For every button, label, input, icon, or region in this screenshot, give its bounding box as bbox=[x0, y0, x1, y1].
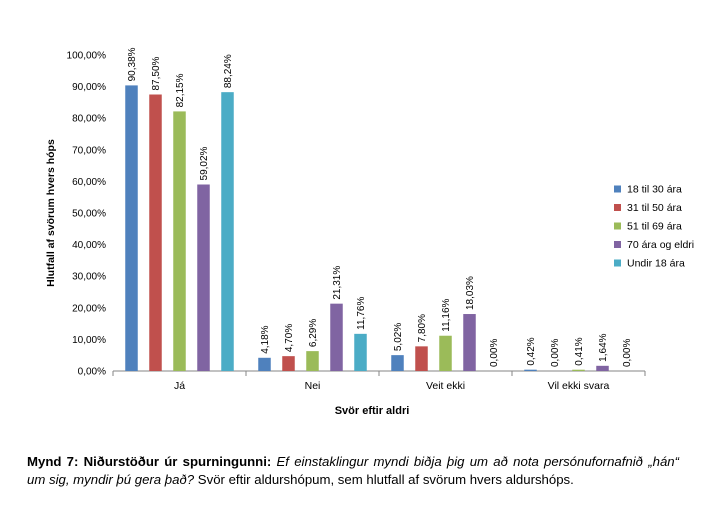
bar bbox=[173, 111, 186, 371]
y-tick-label: 20,00% bbox=[72, 303, 106, 314]
chart-bars: 90,38% 87,50% 82,15% 59,02% 88,24% 4,18% 4,70%… bbox=[125, 47, 633, 372]
y-tick-label: 10,00% bbox=[72, 335, 106, 346]
y-tick-label: 60,00% bbox=[72, 177, 106, 188]
chart-legend: 18 til 30 ára 31 til 50 ára 51 til 69 ára 7… bbox=[614, 184, 694, 270]
data-label: 6,29% bbox=[308, 319, 319, 347]
legend-swatch bbox=[614, 204, 621, 211]
bar bbox=[415, 346, 428, 371]
y-tick-label: 50,00% bbox=[72, 209, 106, 220]
caption-question: Ef einstaklingur myndi biðja þig um að n… bbox=[27, 454, 680, 487]
y-tick-label: 90,00% bbox=[72, 82, 106, 93]
data-label: 0,00% bbox=[550, 339, 561, 367]
legend-swatch bbox=[614, 259, 621, 267]
caption-label: Mynd 7: Niðurstöður úr spurningunni: bbox=[27, 454, 277, 469]
legend-label: 31 til 50 ára bbox=[627, 202, 682, 214]
data-label: 4,70% bbox=[284, 324, 295, 352]
data-label: 21,31% bbox=[332, 266, 343, 300]
y-tick-label: 0,00% bbox=[78, 367, 106, 378]
data-label: 18,03% bbox=[465, 276, 476, 310]
bar bbox=[258, 357, 271, 371]
data-label: 0,00% bbox=[489, 339, 500, 367]
data-label: 0,00% bbox=[622, 339, 633, 367]
x-tick-label: Vil ekki svara bbox=[548, 380, 610, 392]
data-label: 59,02% bbox=[199, 146, 210, 180]
data-label: 4,18% bbox=[260, 325, 271, 353]
bar bbox=[524, 369, 537, 371]
legend-label: Undir 18 ára bbox=[627, 258, 685, 270]
bar bbox=[306, 351, 319, 371]
legend-label: 18 til 30 ára bbox=[627, 184, 682, 196]
bar bbox=[197, 184, 210, 371]
data-label: 82,15% bbox=[175, 73, 186, 107]
data-label: 1,64% bbox=[598, 333, 609, 361]
y-tick-label: 80,00% bbox=[72, 114, 106, 125]
bar bbox=[463, 314, 476, 371]
bar bbox=[330, 303, 343, 371]
bar bbox=[354, 333, 367, 371]
bar-chart: 0,00% 10,00% 20,00% 30,00% 40,00% 50,00% 60,00… bbox=[45, 47, 694, 417]
y-tick-label: 70,00% bbox=[72, 145, 106, 156]
data-label: 87,50% bbox=[151, 56, 162, 90]
legend-label: 70 ára og eldri bbox=[627, 239, 694, 251]
figure-caption: Mynd 7: Niðurstöður úr spurningunni: Ef … bbox=[27, 453, 679, 489]
y-axis-label: Hlutfall af svörum hvers hóps bbox=[45, 139, 57, 287]
x-tick-label: Já bbox=[174, 380, 185, 392]
x-axis-label: Svör eftir aldri bbox=[335, 405, 410, 417]
bar bbox=[439, 335, 452, 371]
legend-swatch bbox=[614, 222, 621, 230]
data-label: 11,16% bbox=[441, 298, 452, 331]
bar bbox=[282, 356, 295, 371]
x-tick-label: Veit ekki bbox=[426, 380, 465, 392]
bar bbox=[391, 355, 404, 371]
data-label: 88,24% bbox=[223, 54, 234, 88]
bar bbox=[572, 369, 585, 371]
caption-rest: Svör eftir aldurshópum, sem hlutfall af … bbox=[194, 472, 574, 487]
data-label: 5,02% bbox=[393, 323, 404, 351]
legend-label: 51 til 69 ára bbox=[627, 221, 682, 233]
bar bbox=[221, 92, 234, 372]
data-label: 0,42% bbox=[526, 337, 537, 365]
data-label: 90,38% bbox=[127, 47, 138, 81]
x-tick-label: Nei bbox=[305, 380, 321, 392]
y-tick-label: 40,00% bbox=[72, 240, 106, 251]
chart-axes: 0,00% 10,00% 20,00% 30,00% 40,00% 50,00% 60,00… bbox=[67, 51, 646, 392]
data-label: 0,41% bbox=[574, 337, 585, 365]
data-label: 7,80% bbox=[417, 314, 428, 342]
legend-swatch bbox=[614, 185, 621, 193]
bar bbox=[125, 85, 138, 371]
legend-swatch bbox=[614, 241, 621, 248]
y-tick-label: 100,00% bbox=[67, 51, 107, 62]
bar bbox=[596, 365, 609, 371]
data-label: 11,76% bbox=[356, 297, 367, 330]
y-tick-label: 30,00% bbox=[72, 272, 106, 283]
bar bbox=[149, 94, 162, 371]
